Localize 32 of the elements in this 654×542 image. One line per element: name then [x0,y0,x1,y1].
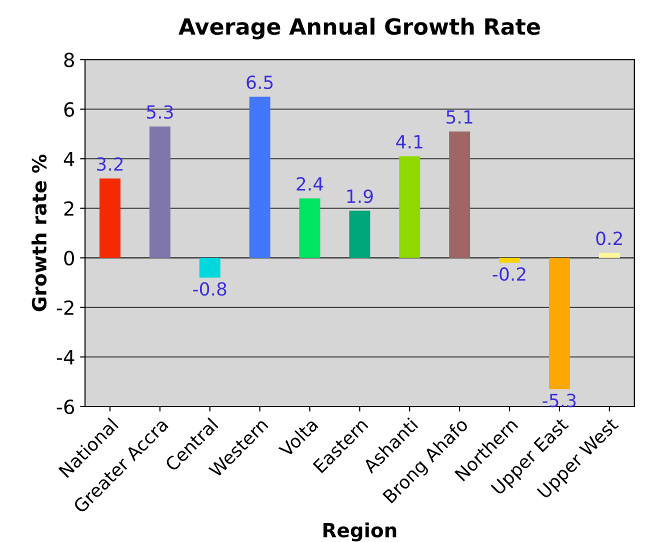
data-label: -0.8 [193,282,226,296]
bar [449,131,470,258]
bar [100,178,120,258]
data-label: 1.9 [347,189,373,204]
data-label: 3.2 [97,157,123,171]
x-axis-title: Region [324,522,396,542]
data-label: 5.1 [446,110,472,124]
y-tick-label: 4 [64,152,74,166]
data-label: 4.1 [396,135,422,148]
data-label: -5.3 [542,394,576,408]
y-axis-title: Growth rate % [32,154,47,312]
bar [149,126,170,258]
data-label: 6.5 [246,75,273,90]
data-label: 2.4 [296,177,324,190]
y-tick-label: -6 [56,399,74,414]
bar [399,156,420,258]
data-label: -0.2 [492,267,526,281]
y-tick-label: 0 [64,250,74,266]
y-tick-label: 2 [64,201,74,216]
bar [249,96,270,258]
y-tick-label: -2 [56,300,74,315]
bar [199,258,220,278]
y-tick-label: 8 [64,52,74,68]
data-label: 0.2 [596,232,622,246]
bar [349,210,370,258]
bar [548,258,570,390]
bar [598,252,620,258]
bar [299,198,320,258]
chart-title: Average Annual Growth Rate [178,18,540,40]
bar [499,258,520,263]
y-tick-label: -4 [56,350,74,364]
y-tick-label: 6 [64,102,74,117]
